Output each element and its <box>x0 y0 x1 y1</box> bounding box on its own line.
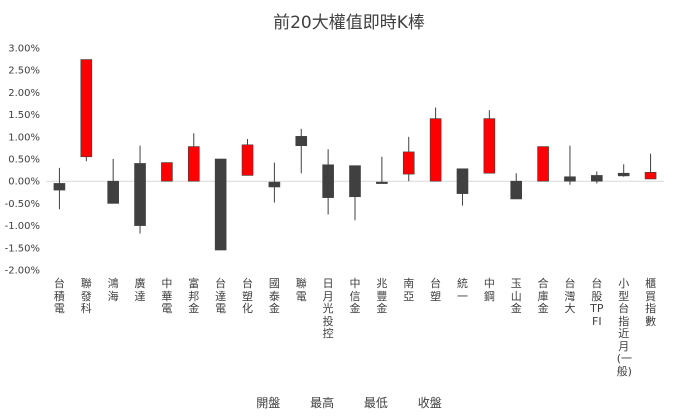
legend-open: 開盤 <box>256 396 281 410</box>
candle-body <box>456 168 469 194</box>
x-tick-label: 統一 <box>456 277 468 303</box>
candle-body <box>295 136 308 146</box>
candle-body <box>268 181 281 188</box>
candle-body <box>53 183 66 191</box>
candle-body <box>161 162 173 182</box>
y-tick-label: -2.00% <box>5 266 40 277</box>
x-tick-label: 台達電 <box>215 277 227 315</box>
candle-body <box>241 144 254 176</box>
legend-low: 最低 <box>363 396 388 410</box>
x-tick-label: 富邦金 <box>188 277 200 315</box>
candle-body <box>510 180 523 200</box>
candle-body <box>187 146 200 182</box>
x-tick-label: 兆豐金 <box>376 277 388 315</box>
candle-body <box>134 163 146 226</box>
y-tick-label: 1.50% <box>8 110 40 121</box>
candle-body <box>483 118 496 174</box>
legend-high: 最高 <box>310 396 335 410</box>
x-tick-label: 聯發科 <box>80 277 92 315</box>
y-tick-label: 2.00% <box>8 88 40 99</box>
x-tick-label: 日月光投控 <box>322 277 334 340</box>
x-tick-label: 中信金 <box>349 277 361 315</box>
candle-body <box>322 164 334 198</box>
y-tick-label: 1.00% <box>8 132 40 143</box>
x-tick-label: 櫃買指數 <box>645 277 657 328</box>
candle-body <box>564 176 576 182</box>
y-tick-label: 0.50% <box>8 155 40 166</box>
y-tick-label: -1.00% <box>5 221 40 232</box>
x-tick-label: 台塑化 <box>242 277 254 315</box>
candle-body <box>402 151 415 175</box>
x-tick-label: 南亞 <box>403 277 415 303</box>
candle-body <box>80 59 93 158</box>
candle-body <box>591 175 603 182</box>
x-tick-label: 中華電 <box>161 277 173 315</box>
candle-body <box>376 181 388 184</box>
candle-body <box>214 158 227 251</box>
candle-body <box>107 180 119 204</box>
x-tick-label: 聯電 <box>295 277 307 303</box>
y-tick-label: -1.50% <box>5 243 40 254</box>
x-tick-label: 台股TPFI <box>590 277 604 328</box>
x-tick-label: 小型台指近月(一般) <box>616 277 632 378</box>
legend: 開盤 最高 最低 收盤 <box>0 394 698 411</box>
x-tick-label: 廣達 <box>134 277 146 303</box>
legend-close: 收盤 <box>417 396 442 410</box>
x-tick-label: 台塑 <box>430 277 442 303</box>
x-tick-label: 合庫金 <box>537 277 549 315</box>
candle-body <box>537 146 549 182</box>
candle-body <box>349 165 361 198</box>
candle-body <box>644 172 657 180</box>
candle-body <box>429 118 442 182</box>
y-tick-label: 3.00% <box>8 44 40 55</box>
x-tick-label: 台積電 <box>53 277 65 315</box>
x-tick-label: 鴻海 <box>107 277 119 303</box>
y-tick-label: 2.50% <box>8 66 40 77</box>
y-tick-label: -0.50% <box>5 199 40 210</box>
x-tick-label: 台灣大 <box>564 277 576 315</box>
y-tick-label: 0.00% <box>8 177 40 188</box>
x-tick-label: 國泰金 <box>268 277 280 315</box>
x-tick-label: 中鋼 <box>483 277 495 303</box>
chart-title: 前20大權值即時K棒 <box>273 13 425 33</box>
x-tick-label: 玉山金 <box>510 277 522 315</box>
candle-body <box>617 172 630 177</box>
